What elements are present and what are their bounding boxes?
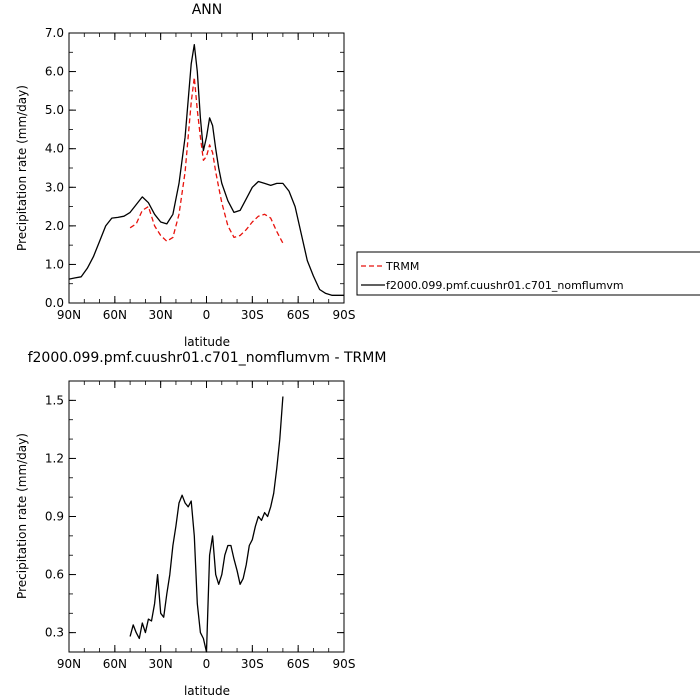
top-x-tick-label: 30S (241, 308, 264, 322)
bottom-x-tick-label: 30S (241, 657, 264, 671)
legend-box (356, 251, 700, 296)
top-y-tick-label: 5.0 (45, 103, 64, 117)
bottom-y-axis-title: Precipitation rate (mm/day) (15, 433, 29, 599)
bottom-y-tick-label: 0.6 (45, 568, 64, 582)
bottom-y-tick-label: 1.5 (45, 393, 64, 407)
top-y-tick-label: 3.0 (45, 180, 64, 194)
top-y-tick-label: 0.0 (45, 296, 64, 310)
top-series-lines (68, 43, 344, 296)
bottom-y-tick-label: 1.2 (45, 451, 64, 465)
legend-label-model: f2000.099.pmf.cuushr01.c701_nomflumvm (386, 279, 624, 292)
bottom-series-line-difference (129, 396, 284, 653)
bottom-series-lines (129, 396, 284, 653)
bottom-x-tick-label: 30N (149, 657, 173, 671)
top-y-tick-label: 6.0 (45, 65, 64, 79)
bottom-x-ticks: 90N 60N 30N 0 30S 60S 90S (57, 381, 356, 671)
bottom-y-tick-label: 0.3 (45, 626, 64, 640)
bottom-plot-frame (68, 380, 345, 653)
top-x-tick-label: 30N (149, 308, 173, 322)
top-x-tick-label: 60N (103, 308, 127, 322)
top-series-line-trmm (129, 76, 284, 244)
top-y-tick-label: 4.0 (45, 142, 64, 156)
bottom-plot-title: f2000.099.pmf.cuushr01.c701_nomflumvm - … (28, 350, 387, 366)
bottom-x-tick-label: 90N (57, 657, 81, 671)
legend-label-trmm: TRMM (385, 260, 419, 273)
top-y-tick-label: 7.0 (45, 26, 64, 40)
top-y-tick-label: 1.0 (45, 257, 64, 271)
top-plot-title: ANN (192, 2, 223, 18)
bottom-x-axis-title: latitude (184, 684, 230, 698)
top-y-ticks: 0.0 1.0 2.0 3.0 4.0 5.0 6.0 7.0 (45, 26, 344, 310)
top-x-axis-title: latitude (184, 335, 230, 349)
bottom-x-tick-label: 0 (203, 657, 211, 671)
top-x-tick-label: 90S (333, 308, 356, 322)
bottom-x-tick-label: 60S (287, 657, 310, 671)
top-series-line-model (68, 43, 344, 296)
top-x-tick-label: 0 (203, 308, 211, 322)
top-y-axis-title: Precipitation rate (mm/day) (15, 85, 29, 251)
bottom-y-tick-label: 0.9 (45, 510, 64, 524)
top-y-tick-label: 2.0 (45, 219, 64, 233)
bottom-y-ticks: 0.3 0.6 0.9 1.2 1.5 (45, 380, 344, 653)
bottom-x-tick-label: 90S (333, 657, 356, 671)
top-x-tick-label: 60S (287, 308, 310, 322)
mean-precipitation-panel: ANN 0.0 1.0 2.0 3.0 4.0 5.0 6.0 7.0 90N 60N 30N 0 3… (15, 2, 355, 349)
difference-panel: f2000.099.pmf.cuushr01.c701_nomflumvm - … (15, 350, 386, 698)
top-x-ticks: 90N 60N 30N 0 30S 60S 90S (57, 33, 356, 322)
top-plot-frame (68, 32, 345, 304)
bottom-x-tick-label: 60N (103, 657, 127, 671)
legend: TRMM f2000.099.pmf.cuushr01.c701_nomflum… (356, 251, 700, 296)
top-x-tick-label: 90N (57, 308, 81, 322)
